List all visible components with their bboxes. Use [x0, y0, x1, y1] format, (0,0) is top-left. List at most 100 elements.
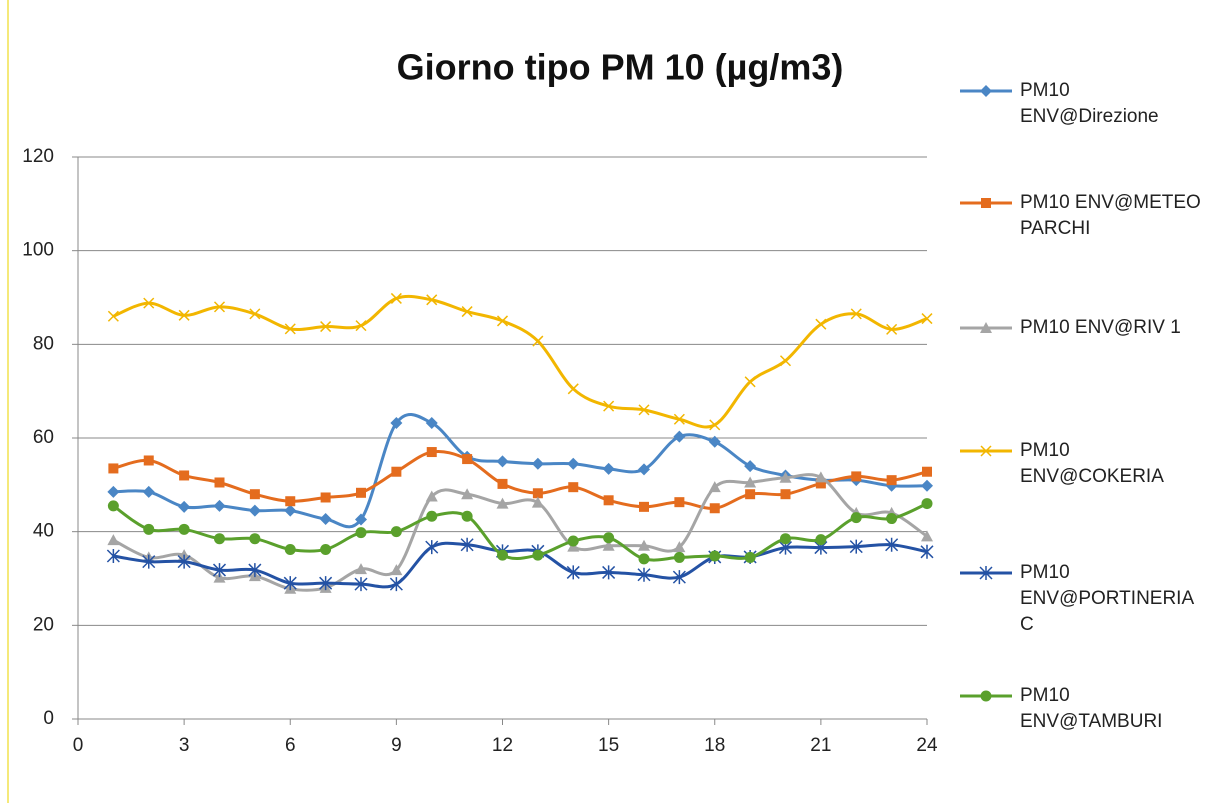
y-tick-label: 100 [22, 240, 54, 261]
marker [249, 533, 261, 545]
marker [849, 539, 863, 554]
marker [285, 496, 296, 507]
x-tick-label: 21 [810, 735, 831, 756]
marker [709, 503, 720, 514]
marker [922, 466, 932, 477]
marker [815, 534, 827, 546]
marker [461, 488, 474, 500]
legend-label: PM10 ENV@RIV 1 [1020, 317, 1181, 338]
marker [178, 549, 191, 561]
marker [214, 533, 225, 545]
marker [284, 323, 296, 335]
marker [709, 419, 721, 431]
marker [213, 301, 226, 313]
legend-marker [981, 198, 991, 208]
marker [426, 294, 438, 306]
marker [531, 457, 544, 470]
marker [319, 576, 333, 591]
marker [532, 335, 544, 347]
marker [851, 471, 862, 482]
marker [213, 499, 226, 512]
marker [780, 489, 791, 500]
marker [850, 308, 862, 320]
marker [779, 355, 792, 367]
marker [107, 534, 120, 546]
y-tick-label: 80 [33, 333, 54, 354]
marker [212, 563, 227, 578]
marker [391, 466, 402, 477]
marker [744, 551, 756, 563]
x-tick-label: 18 [704, 735, 725, 756]
marker [496, 497, 509, 509]
marker [248, 504, 261, 517]
marker [106, 549, 120, 564]
legend-marker [980, 445, 992, 457]
marker [744, 376, 756, 388]
marker [426, 447, 437, 458]
marker [602, 462, 615, 475]
marker [320, 543, 332, 555]
marker [497, 478, 508, 489]
marker [673, 430, 686, 443]
marker [568, 482, 579, 493]
marker [674, 497, 685, 508]
marker [921, 313, 933, 325]
marker [461, 510, 473, 522]
marker [426, 510, 438, 522]
marker [355, 527, 367, 539]
marker [178, 523, 190, 535]
marker [815, 478, 826, 489]
marker [356, 487, 366, 498]
marker [425, 417, 438, 430]
marker [708, 481, 721, 493]
legend-marker [980, 85, 992, 97]
marker [532, 549, 544, 561]
marker [179, 470, 190, 481]
marker [638, 553, 650, 565]
marker [214, 477, 225, 488]
marker [709, 550, 721, 562]
marker [496, 315, 509, 327]
marker [886, 323, 898, 335]
marker [283, 576, 297, 591]
marker [107, 500, 119, 512]
marker [390, 417, 403, 430]
marker [603, 495, 614, 506]
legend-marker [980, 690, 992, 702]
x-tick-label: 15 [598, 735, 619, 756]
marker [497, 549, 508, 561]
marker [567, 457, 580, 470]
marker [672, 570, 686, 585]
marker [673, 541, 686, 553]
marker [425, 540, 439, 555]
marker [638, 404, 650, 416]
x-tick-label: 3 [179, 735, 190, 756]
marker [780, 533, 791, 545]
marker [637, 567, 651, 582]
marker [496, 455, 509, 468]
marker [886, 513, 898, 525]
marker [815, 318, 827, 330]
legend-label: PM10 ENV@Direzione [1020, 80, 1159, 127]
marker [107, 485, 120, 498]
x-tick-label: 0 [73, 735, 84, 756]
marker [108, 463, 119, 474]
y-tick-label: 40 [33, 521, 54, 542]
x-tick-label: 6 [285, 735, 296, 756]
marker [814, 471, 827, 483]
y-tick-label: 60 [33, 427, 54, 448]
x-tick-label: 9 [391, 735, 402, 756]
marker [566, 565, 580, 580]
marker [248, 563, 262, 578]
marker [920, 544, 934, 559]
marker [460, 537, 474, 552]
marker [921, 498, 933, 510]
legend-label: PM10 ENV@METEO PARCHI [1020, 192, 1201, 239]
marker [921, 479, 933, 492]
marker [886, 475, 897, 486]
legend-marker [979, 566, 993, 580]
marker [603, 400, 615, 412]
marker [567, 383, 579, 395]
series-line [113, 412, 928, 529]
